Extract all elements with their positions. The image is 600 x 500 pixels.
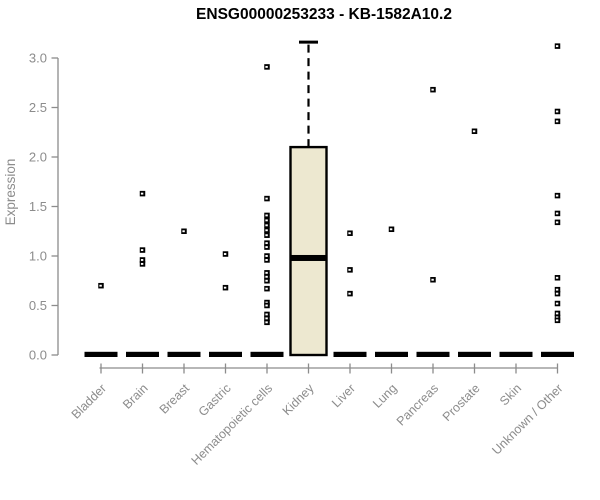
data-point-center xyxy=(265,301,268,304)
zero-bar-liver xyxy=(333,351,367,357)
zero-bar-brain xyxy=(126,351,159,357)
data-point-center xyxy=(348,232,351,235)
zero-bar-gastric xyxy=(209,351,242,357)
data-point-center xyxy=(140,249,144,252)
data-point-center xyxy=(348,268,351,271)
x-axis-label-liver: Liver xyxy=(329,381,358,410)
data-point-center xyxy=(555,120,559,123)
data-point-center xyxy=(555,110,559,113)
x-axis-label-kidney: Kidney xyxy=(280,381,317,418)
zero-bar-lung xyxy=(375,351,408,357)
data-point-center xyxy=(265,246,268,249)
y-axis-title: Expression xyxy=(3,159,18,226)
x-axis-label-prostate: Prostate xyxy=(440,381,483,424)
x-axis-label-unknown-other: Unknown / Other xyxy=(489,381,565,457)
data-point-center xyxy=(431,88,434,91)
data-point-center xyxy=(555,292,559,295)
y-tick-label: 2.0 xyxy=(29,150,47,165)
kidney-box xyxy=(289,145,328,357)
zero-bar-hematopoietic-cells xyxy=(250,351,284,357)
data-point-center xyxy=(99,284,102,287)
data-point-center xyxy=(182,230,185,233)
data-point-center xyxy=(265,279,268,282)
data-point-center xyxy=(555,45,559,48)
data-point-center xyxy=(265,317,268,320)
y-tick-label: 1.0 xyxy=(29,249,47,264)
x-axis-label-lung: Lung xyxy=(370,381,400,411)
zero-bar-prostate xyxy=(458,351,491,357)
data-point-center xyxy=(265,259,268,261)
data-point-center xyxy=(265,234,268,237)
data-point-center xyxy=(555,319,559,322)
data-point-center xyxy=(431,278,434,281)
zero-bar-pancreas xyxy=(416,351,450,357)
data-point-center xyxy=(265,229,268,232)
data-point-center xyxy=(555,212,559,215)
data-point-center xyxy=(265,287,268,290)
data-point-center xyxy=(140,262,144,265)
data-point-center xyxy=(555,221,559,224)
data-point-center xyxy=(265,224,268,227)
data-point-center xyxy=(265,275,268,278)
x-axis-label-bladder: Bladder xyxy=(69,381,109,421)
data-point-center xyxy=(265,197,268,200)
x-axis-label-gastric: Gastric xyxy=(196,381,234,419)
data-point-center xyxy=(555,302,559,305)
data-point-center xyxy=(265,65,268,68)
y-tick-label: 0.5 xyxy=(29,298,47,313)
data-point-center xyxy=(265,219,268,222)
zero-bar-breast xyxy=(167,351,201,357)
data-point-center xyxy=(389,228,393,231)
x-axis-label-brain: Brain xyxy=(120,381,151,412)
data-point-center xyxy=(555,316,559,319)
data-point-center xyxy=(555,194,559,197)
zero-bar-unknown-other xyxy=(541,351,574,357)
chart-title: ENSG00000253233 - KB-1582A10.2 xyxy=(196,6,452,23)
y-tick-label: 3.0 xyxy=(29,51,47,66)
zero-bar-skin xyxy=(499,351,533,357)
y-tick-label: 1.5 xyxy=(29,199,47,214)
data-point-center xyxy=(348,292,351,295)
data-point-center xyxy=(265,242,268,245)
data-point-center xyxy=(140,259,144,261)
zero-bar-bladder xyxy=(84,351,118,357)
data-point-center xyxy=(555,276,559,279)
x-axis-label-hematopoietic-cells: Hematopoietic cells xyxy=(189,381,276,468)
data-point-center xyxy=(223,253,227,255)
data-point-center xyxy=(265,313,268,316)
data-point-center xyxy=(265,321,268,324)
y-tick-label: 2.5 xyxy=(29,100,47,115)
data-point-center xyxy=(472,130,476,133)
x-axis-label-skin: Skin xyxy=(497,381,524,408)
data-point-center xyxy=(555,312,559,315)
data-point-center xyxy=(265,255,268,257)
x-axis-label-breast: Breast xyxy=(157,381,193,417)
data-point-center xyxy=(555,288,559,291)
y-tick-label: 0.0 xyxy=(29,348,47,363)
kidney-median-line xyxy=(290,254,327,261)
data-point-center xyxy=(265,271,268,274)
x-axis-label-pancreas: Pancreas xyxy=(394,381,441,428)
data-point-center xyxy=(223,286,227,289)
data-point-center xyxy=(140,192,144,195)
data-point-center xyxy=(265,214,268,217)
data-point-center xyxy=(265,304,268,307)
